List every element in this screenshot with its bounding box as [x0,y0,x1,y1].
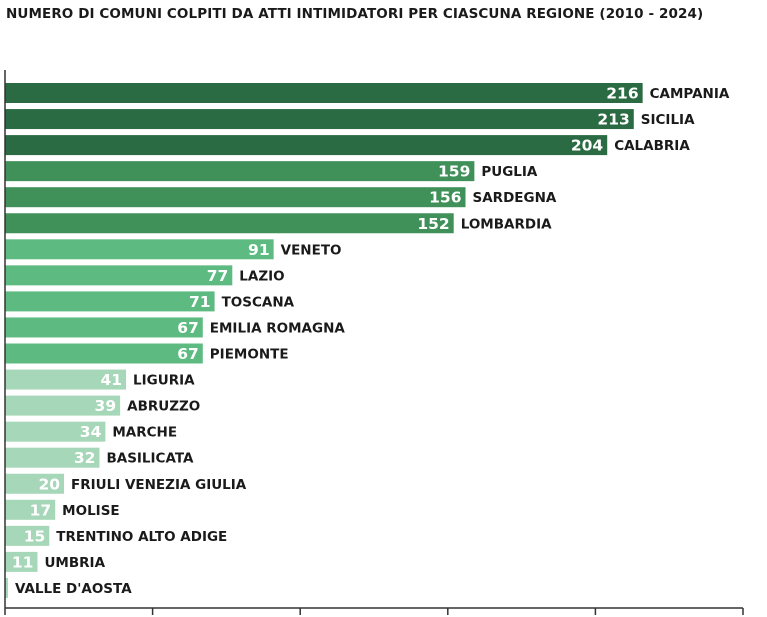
bar-group: 152 LOMBARDIA [5,213,552,234]
bar-group: 17 MOLISE [5,499,120,520]
bar-value-label: 15 [24,527,46,545]
axis-layer [4,70,744,615]
bar-group: 15 TRENTINO ALTO ADIGE [5,525,227,546]
bar [5,421,106,442]
bar-group: 41 LIGURIA [5,369,195,390]
bar [5,291,215,312]
bar-value-label: 34 [80,423,102,441]
bar-value-label: 67 [177,319,199,337]
category-label: VENETO [281,242,342,258]
bar-value-label: 216 [606,85,638,103]
bar-group: 39 ABRUZZO [5,395,200,416]
category-label: VALLE D'AOSTA [15,581,132,597]
category-label: SICILIA [641,112,695,128]
bar-value-label: 91 [248,241,270,259]
bar [5,135,608,156]
bar-value-label: 17 [30,501,52,519]
bar [5,343,203,364]
bar-group: 34 MARCHE [5,421,177,442]
bar-value-label: 11 [12,553,34,571]
bar [5,525,50,546]
bar-value-label: 1 [0,579,4,597]
bar-group: 204 CALABRIA [5,135,690,156]
bar-group: 1 VALLE D'AOSTA [0,577,132,598]
bars-layer: 216 CAMPANIA 213 SICILIA 204 CALABRIA 159 PUGLI… [0,83,730,598]
bar [5,187,466,208]
category-label: PUGLIA [481,164,538,180]
category-label: EMILIA ROMAGNA [210,320,346,336]
category-label: TOSCANA [222,294,295,310]
bar-group: 11 UMBRIA [5,551,106,572]
category-label: CALABRIA [614,138,690,154]
bar-group: 67 EMILIA ROMAGNA [5,317,346,338]
bar [5,161,475,182]
category-label: FRIULI VENEZIA GIULIA [71,477,247,493]
bar [5,577,8,598]
bar [5,551,38,572]
category-label: CAMPANIA [650,86,730,102]
bar [5,473,65,494]
bar-value-label: 77 [207,267,229,285]
bar-group: 213 SICILIA [5,109,695,130]
bar-value-label: 152 [417,215,449,233]
bar-group: 216 CAMPANIA [5,83,730,103]
category-label: MOLISE [62,503,119,519]
bar-value-label: 67 [177,345,199,363]
bar-group: 71 TOSCANA [5,291,295,312]
bar [5,395,121,416]
category-label: LIGURIA [133,373,195,389]
chart-title: NUMERO DI COMUNI COLPITI DA ATTI INTIMID… [6,6,704,22]
bar-group: 159 PUGLIA [5,161,538,182]
bar [5,213,454,234]
category-label: MARCHE [112,425,177,441]
bar-group: 91 VENETO [5,239,342,260]
bar-value-label: 204 [571,137,604,155]
category-label: UMBRIA [44,555,105,571]
category-label: TRENTINO ALTO ADIGE [56,529,227,545]
bar-value-label: 20 [38,475,60,493]
category-label: BASILICATA [106,451,194,467]
bar-group: 156 SARDEGNA [5,187,557,208]
bar-group: 67 PIEMONTE [5,343,289,364]
category-label: PIEMONTE [210,347,289,363]
bar [5,239,274,260]
category-label: ABRUZZO [127,399,200,415]
bar-value-label: 39 [95,397,117,415]
bar-value-label: 159 [438,163,470,181]
category-label: LAZIO [239,268,284,284]
bar-value-label: 213 [597,111,629,129]
bar-group: 20 FRIULI VENEZIA GIULIA [5,473,247,494]
category-label: SARDEGNA [473,190,557,206]
bar [5,83,643,103]
bar [5,369,127,390]
category-label: LOMBARDIA [461,216,552,232]
bar [5,265,233,286]
bar-group: 32 BASILICATA [5,447,194,468]
bar [5,447,100,468]
bar-group: 77 LAZIO [5,265,285,286]
bar-value-label: 156 [429,189,461,207]
bar [5,109,634,130]
bar-value-label: 32 [74,449,96,467]
bar [5,317,203,338]
bar-value-label: 71 [189,293,211,311]
bar-value-label: 41 [100,371,122,389]
bar [5,499,56,520]
